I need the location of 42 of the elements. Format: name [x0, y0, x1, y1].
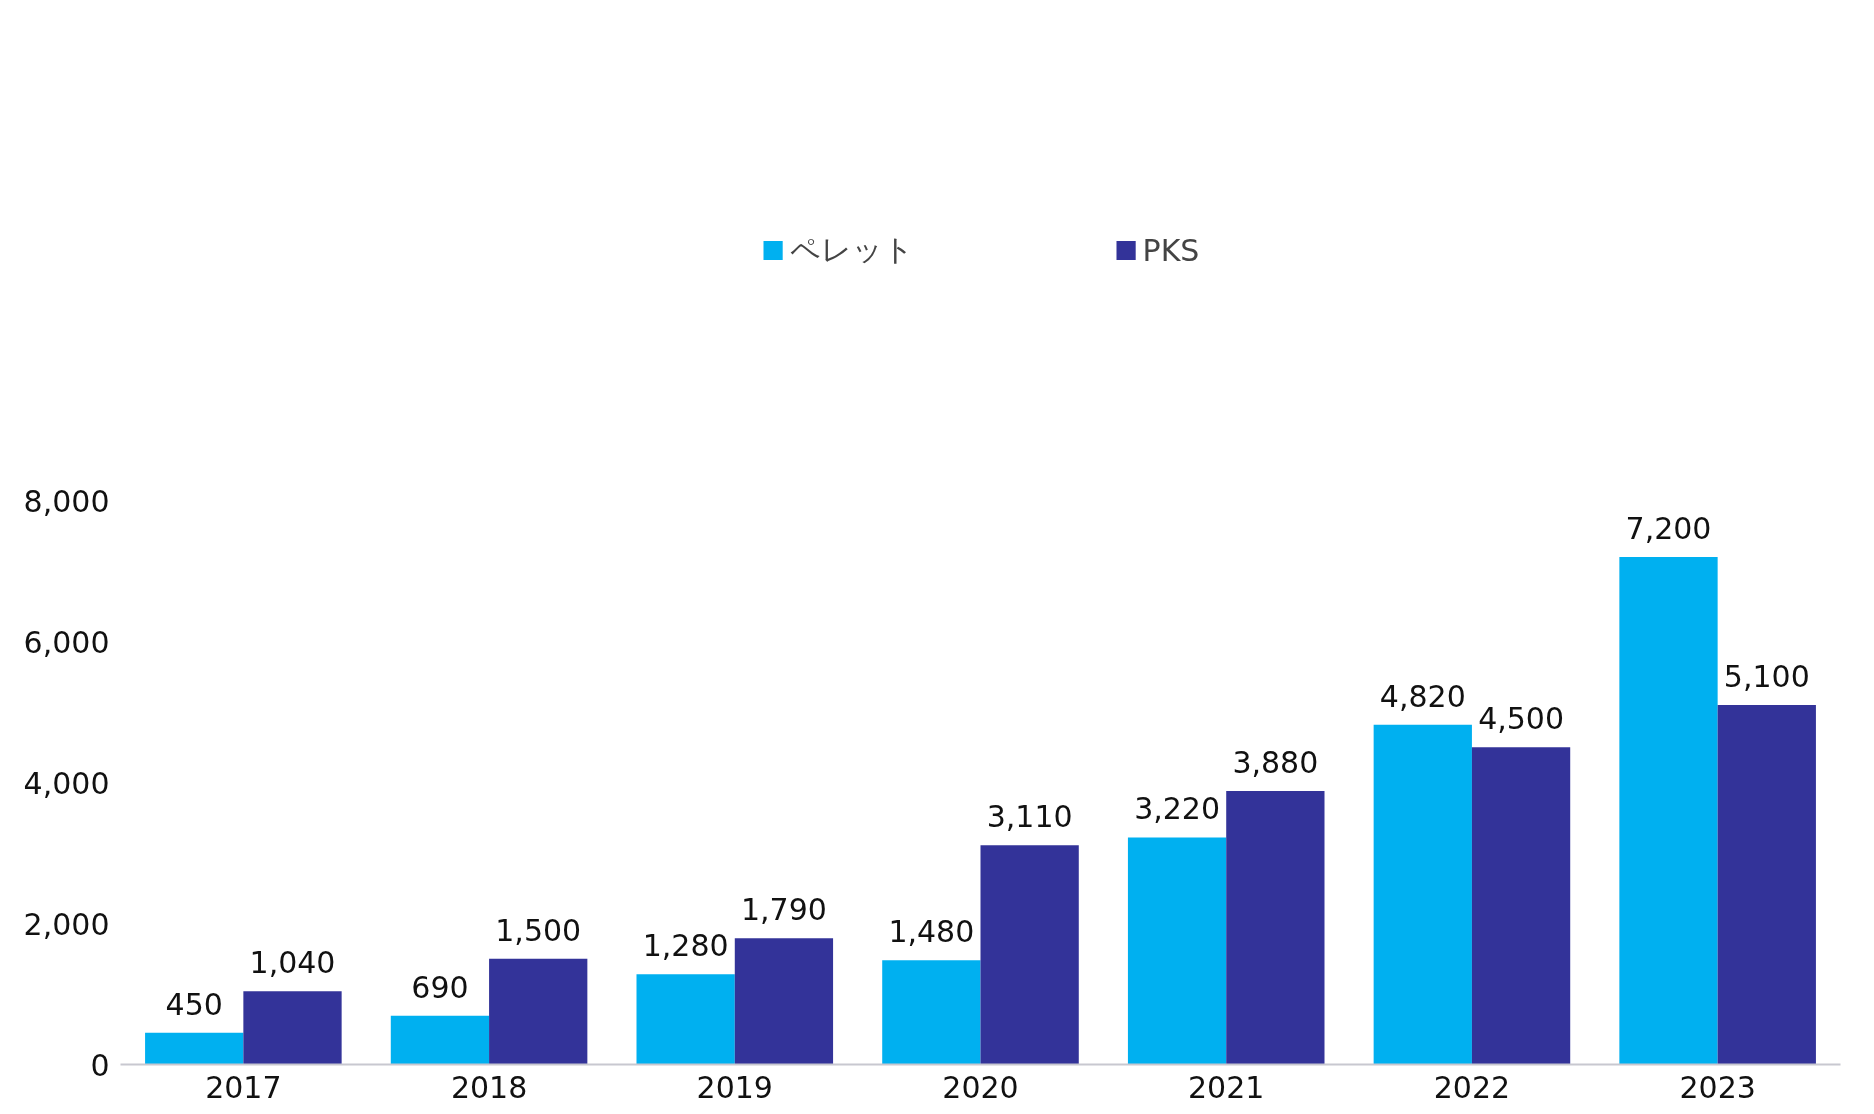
data-label: 1,480: [888, 914, 975, 950]
bar: [1471, 747, 1571, 1065]
bar: [734, 938, 834, 1065]
x-tick-label: 2021: [1188, 1069, 1265, 1105]
y-tick-label: 2,000: [23, 906, 110, 942]
data-label: 5,100: [1723, 658, 1810, 694]
data-label: 3,880: [1232, 744, 1319, 780]
data-label: 7,200: [1625, 510, 1712, 546]
x-tick-label: 2018: [450, 1069, 528, 1105]
bar: [1127, 837, 1227, 1065]
data-label: 3,220: [1134, 791, 1221, 827]
data-label: 1,280: [642, 928, 729, 964]
y-tick-label: 4,000: [23, 765, 110, 801]
data-label: 690: [411, 969, 469, 1005]
bar: [1619, 556, 1718, 1065]
bar: [145, 1032, 244, 1065]
legend-label: ペレット: [789, 230, 914, 269]
y-tick-label: 0: [90, 1047, 110, 1083]
x-tick-label: 2023: [1679, 1069, 1756, 1105]
y-tick-label: 6,000: [23, 624, 110, 660]
data-label: 1,500: [495, 912, 582, 948]
data-label: 3,110: [986, 799, 1073, 835]
y-tick-label: 8,000: [23, 483, 110, 519]
bar: [243, 991, 342, 1065]
bar: [1373, 724, 1472, 1065]
bar: [390, 1015, 490, 1065]
x-tick-label: 2019: [696, 1069, 773, 1105]
x-tick-label: 2020: [942, 1069, 1019, 1105]
bar: [489, 958, 588, 1065]
bar: [1226, 790, 1325, 1065]
data-label: 1,040: [249, 945, 336, 981]
data-label: 1,790: [740, 892, 827, 928]
bar: [1717, 704, 1816, 1065]
data-label: 4,500: [1478, 701, 1565, 737]
x-tick-label: 2022: [1433, 1069, 1511, 1105]
data-label: 450: [165, 986, 223, 1022]
x-tick-label: 2017: [205, 1069, 282, 1105]
legend-label: PKS: [1142, 232, 1200, 268]
bar: [636, 974, 735, 1065]
bar: [882, 960, 981, 1065]
data-label: 4,820: [1379, 678, 1466, 714]
bar: [980, 845, 1079, 1065]
